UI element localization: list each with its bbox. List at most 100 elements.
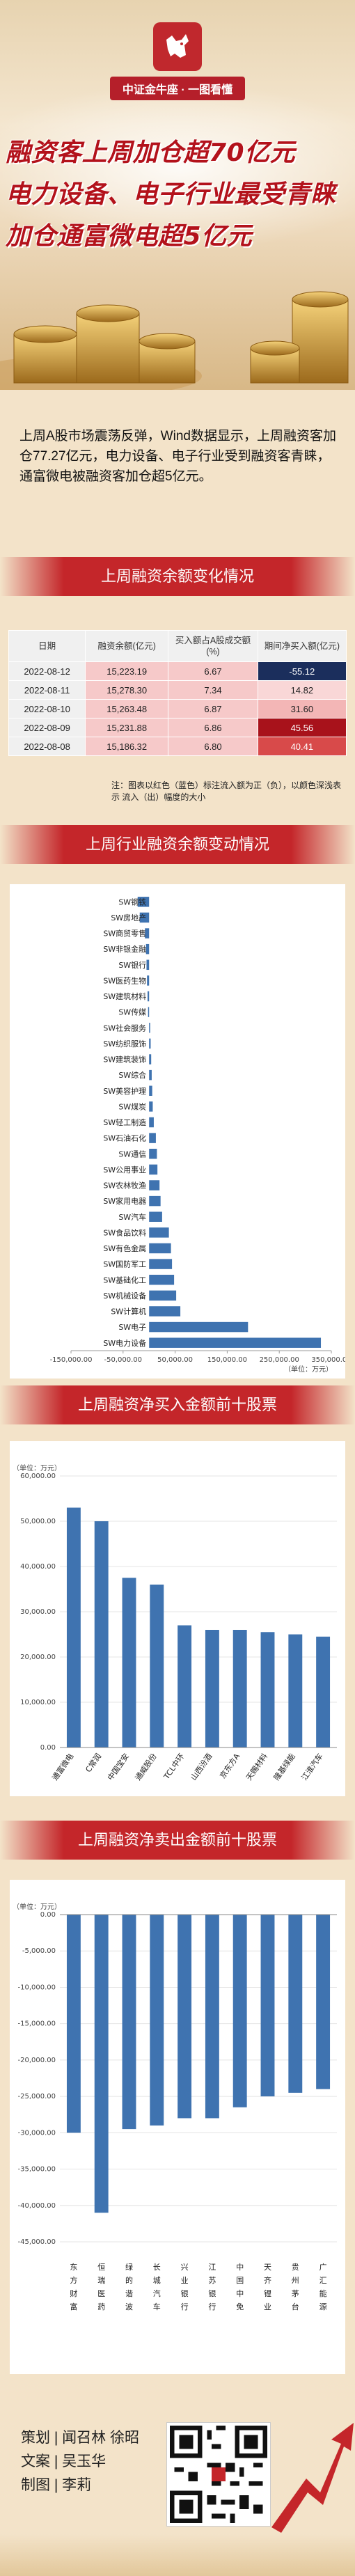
category-label: SW商贸零售: [103, 929, 146, 938]
balance-section-title: 上周融资余额变化情况: [0, 557, 355, 596]
bar: [149, 1321, 248, 1333]
category-label: SW汽车: [118, 1212, 146, 1222]
category-label: 江淮汽车: [299, 1752, 325, 1782]
y-tick-label: -30,000.00: [17, 2129, 56, 2137]
bar: [149, 1054, 152, 1065]
bar: [122, 1915, 136, 2130]
category-label: 恒瑞医药: [97, 2263, 105, 2311]
category-label: TCL中环: [161, 1752, 186, 1782]
y-tick-label: -5,000.00: [22, 1947, 56, 1955]
bar: [145, 928, 150, 938]
col-net: 期间净买入额(亿元): [257, 630, 347, 662]
sell-section-title: 上周融资净卖出金额前十股票: [0, 1821, 355, 1860]
y-tick-label: -10,000.00: [17, 1984, 56, 1991]
y-tick-label: -45,000.00: [17, 2238, 56, 2246]
x-tick-label: 150,000.00: [207, 1356, 247, 1364]
table-header-row: 日期 融资余额(亿元) 买入额占A股成交额(%) 期间净买入额(亿元): [8, 630, 347, 662]
cell-date: 2022-08-11: [8, 680, 86, 700]
bar: [150, 1585, 164, 1748]
credits: 策划 | 闻召林 徐昭 文案 | 吴玉华 制图 | 李莉: [21, 2426, 139, 2497]
category-label: 通威股份: [134, 1752, 159, 1782]
category-label: SW基础化工: [103, 1275, 146, 1285]
x-tick-label: 50,000.00: [157, 1356, 193, 1364]
bar: [94, 1915, 109, 2213]
category-label: SW食品饮料: [103, 1227, 146, 1237]
category-label: SW电子: [118, 1323, 146, 1332]
cell-date: 2022-08-12: [8, 661, 86, 681]
bar: [316, 1636, 331, 1748]
cell-net: 45.56: [257, 718, 347, 737]
bar: [178, 1915, 192, 2119]
bar: [260, 1632, 275, 1748]
bar: [148, 1007, 150, 1017]
cell-date: 2022-08-09: [8, 718, 86, 737]
buy-chart: 60,000.00 50,000.00 40,000.00 30,000.00 20,0…: [13, 1463, 337, 1782]
bar: [149, 1337, 322, 1348]
bar: [288, 1915, 303, 2093]
category-label: SW建筑装饰: [103, 1055, 146, 1065]
y-tick-label: 10,000.00: [20, 1699, 56, 1706]
bar: [149, 1180, 160, 1191]
headline-line-2: 电力设备、电子行业最受青睐: [6, 180, 336, 209]
bar: [316, 1915, 331, 2089]
bar: [149, 1195, 161, 1207]
bar: [139, 912, 150, 923]
credit-design: 制图 | 李莉: [21, 2477, 92, 2493]
category-label: SW电力设备: [103, 1338, 146, 1348]
category-label: SW社会服务: [103, 1023, 146, 1032]
industry-chart: -150,000.00 -50,000.00 50,000.00 150,000.00…: [50, 897, 345, 1374]
bar: [149, 1133, 156, 1143]
category-label: SW国防军工: [103, 1259, 146, 1269]
category-label: 东方财富: [70, 2263, 77, 2311]
table-row: 2022-08-09 15,231.88 6.86 45.56: [8, 718, 347, 737]
category-label: 山西汾酒: [189, 1752, 214, 1782]
bar: [149, 1227, 169, 1238]
category-label: SW建筑材料: [103, 991, 146, 1001]
bar: [149, 1023, 150, 1033]
cell-pct: 7.34: [168, 680, 258, 700]
buy-chart-panel: 60,000.00 50,000.00 40,000.00 30,000.00 20,0…: [10, 1441, 345, 1796]
category-label: 兴业银行: [181, 2263, 189, 2311]
unit-label: （单位：万元）: [13, 1463, 61, 1472]
x-tick-label: -150,000.00: [50, 1356, 93, 1364]
bar: [149, 1101, 153, 1112]
cell-pct: 6.87: [168, 699, 258, 718]
bar: [147, 991, 150, 1002]
bar: [149, 1069, 152, 1081]
cell-pct: 6.80: [168, 737, 258, 756]
headline: 融资客上周加仓超70亿元 电力设备、电子行业最受青睐 加仓通富微电超5亿元: [6, 132, 349, 258]
table-note: 注：图表以红色（蓝色）标注流入额为正（负），以颜色深浅表示 流入（出）幅度的大小: [111, 780, 342, 802]
cell-net: -55.12: [257, 661, 347, 681]
category-label: 江苏银行: [208, 2263, 216, 2311]
category-label: SW综合: [118, 1070, 146, 1080]
industry-chart-panel: -150,000.00 -50,000.00 50,000.00 150,000.00…: [10, 884, 345, 1379]
table-row: 2022-08-11 15,278.30 7.34 14.82: [8, 680, 347, 700]
bar: [137, 897, 150, 907]
category-label: 贵州茅台: [292, 2263, 299, 2311]
category-label: 隆基绿能: [271, 1752, 297, 1782]
category-label: SW计算机: [111, 1307, 146, 1317]
bull-logo-icon: [153, 22, 202, 71]
hero-banner: 中证金牛座 · 一图看懂 融资客上周加仓超70亿元 电力设备、电子行业最受青睐 …: [0, 0, 355, 390]
rising-arrow-icon: [271, 2423, 354, 2533]
cell-balance: 15,231.88: [85, 718, 169, 737]
category-label: SW农林牧渔: [103, 1181, 146, 1191]
category-label: SW轻工制造: [103, 1117, 146, 1127]
unit-label: （单位：万元）: [284, 1365, 333, 1374]
bar: [149, 1243, 171, 1254]
category-label: 广汇能源: [320, 2263, 327, 2311]
bar: [205, 1915, 219, 2119]
x-tick-label: -50,000.00: [104, 1356, 143, 1364]
category-label: 绿的谐波: [125, 2262, 133, 2311]
unit-label: （单位：万元）: [13, 1902, 61, 1911]
col-pct: 买入额占A股成交额(%): [168, 630, 258, 662]
category-label: 天赐材料: [244, 1752, 269, 1782]
cell-net: 40.41: [257, 737, 347, 756]
headline-line-3: 加仓通富微电超5亿元: [6, 222, 253, 251]
industry-section-title: 上周行业融资余额变动情况: [0, 825, 355, 864]
light-glow: [0, 77, 355, 258]
cell-date: 2022-08-08: [8, 737, 86, 756]
bar: [66, 1507, 81, 1748]
category-label: SW美容护理: [103, 1086, 146, 1096]
bar: [146, 959, 150, 971]
